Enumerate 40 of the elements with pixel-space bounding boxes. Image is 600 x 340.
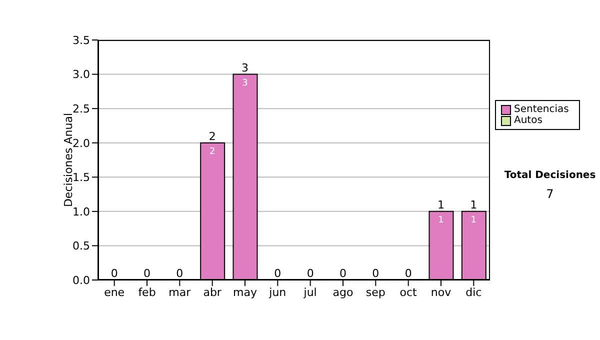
x-tick-label: dic — [466, 286, 482, 299]
x-tick-label: ene — [104, 286, 125, 299]
x-tick-label: feb — [138, 286, 156, 299]
x-tick-label: oct — [400, 286, 418, 299]
y-tick-label: 0.5 — [72, 240, 90, 253]
y-tick-label: 1.0 — [72, 205, 90, 218]
y-tick-label: 2.0 — [72, 136, 90, 150]
y-tick-label: 3.5 — [72, 34, 90, 47]
total-label: 0 — [176, 267, 184, 280]
total-label: 0 — [306, 267, 314, 280]
text: 7 — [545, 187, 555, 201]
data-label: 2 — [209, 146, 216, 157]
x-tick-label: abr — [203, 286, 222, 299]
y-tick-label: 0.0 — [72, 274, 90, 287]
legend-label: Sentencias — [514, 104, 569, 115]
legend-label: Autos — [514, 115, 542, 126]
x-tick-label: nov — [430, 286, 452, 299]
total-label: 1 — [470, 198, 478, 212]
data-label: 3 — [242, 78, 248, 88]
x-tick-label: jun — [268, 286, 286, 299]
text: Total Decisiones — [503, 170, 597, 181]
total-label: 2 — [208, 130, 216, 143]
x-tick-label: jul — [302, 286, 317, 299]
y-tick-label: 2.5 — [72, 102, 90, 116]
total-label: 0 — [144, 267, 150, 280]
total-label: 0 — [110, 267, 118, 280]
data-label: 1 — [438, 215, 444, 226]
x-tick-label: mar — [168, 286, 192, 299]
total-label: 0 — [372, 267, 380, 280]
total-label: 0 — [274, 267, 282, 280]
total-label: 1 — [438, 198, 444, 212]
x-tick-label: ago — [332, 286, 354, 299]
x-tick-label: may — [233, 286, 258, 299]
x-tick-label: sep — [366, 286, 386, 299]
total-label: 0 — [340, 267, 346, 280]
y-tick-label: 1.5 — [72, 171, 90, 184]
data-label: 1 — [470, 215, 477, 226]
y-tick-label: 3.0 — [72, 68, 90, 82]
total-label: 3 — [242, 61, 248, 74]
total-label: 0 — [404, 267, 412, 280]
